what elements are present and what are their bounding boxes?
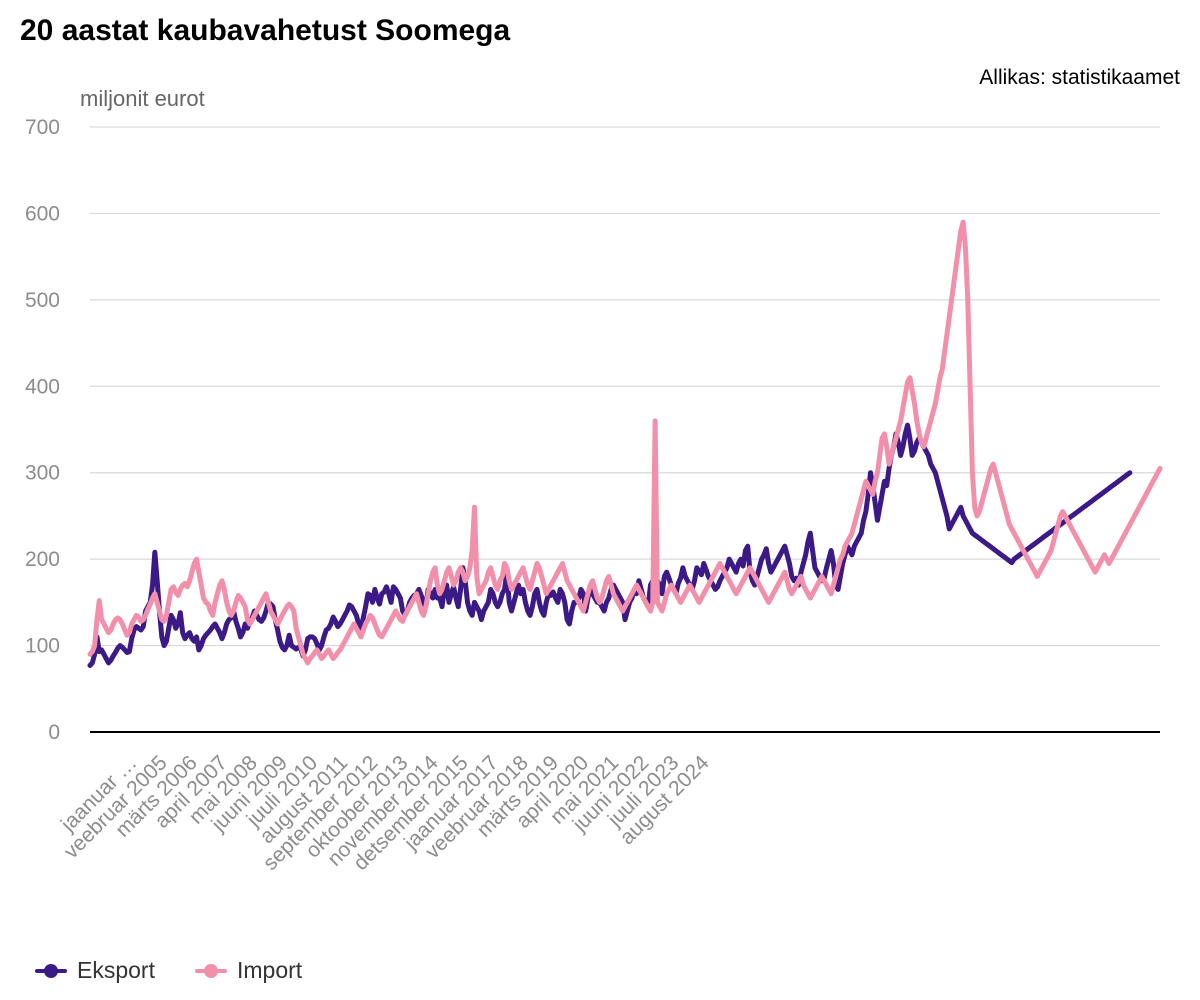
y-tick-label: 300 (25, 462, 60, 485)
y-tick-label: 600 (25, 202, 60, 225)
y-tick-label: 500 (25, 289, 60, 312)
y-tick-label: 0 (48, 721, 60, 744)
legend-label-import: Import (236, 957, 303, 983)
y-tick-layer: 0 100 200 300 400 500 600 700 (25, 116, 60, 744)
series-line-import (87, 219, 1163, 666)
chart-plot: 0 100 200 300 400 500 600 700 jaanuar …veebruar… (25, 116, 1163, 875)
y-tick-label: 100 (25, 635, 60, 658)
y-tick-label: 400 (25, 375, 60, 398)
source-note: Allikas: statistikaamet (979, 66, 1180, 89)
legend-swatch-eksport (35, 963, 67, 978)
y-tick-label: 200 (25, 548, 60, 571)
y-axis-label: miljonit eurot (80, 86, 205, 111)
y-tick-label: 700 (25, 116, 60, 139)
legend-item-import[interactable]: Import (194, 957, 303, 984)
legend-label-eksport: Eksport (77, 957, 155, 983)
legend-item-eksport[interactable]: Eksport (35, 957, 155, 984)
legend: Eksport Import (35, 957, 302, 984)
legend-swatch-import (194, 963, 227, 978)
series-line-eksport (87, 422, 1133, 668)
chart-title: 20 aastat kaubavahetust Soomega (20, 14, 511, 47)
grid-layer (90, 126, 1160, 733)
series-layer (87, 219, 1163, 668)
